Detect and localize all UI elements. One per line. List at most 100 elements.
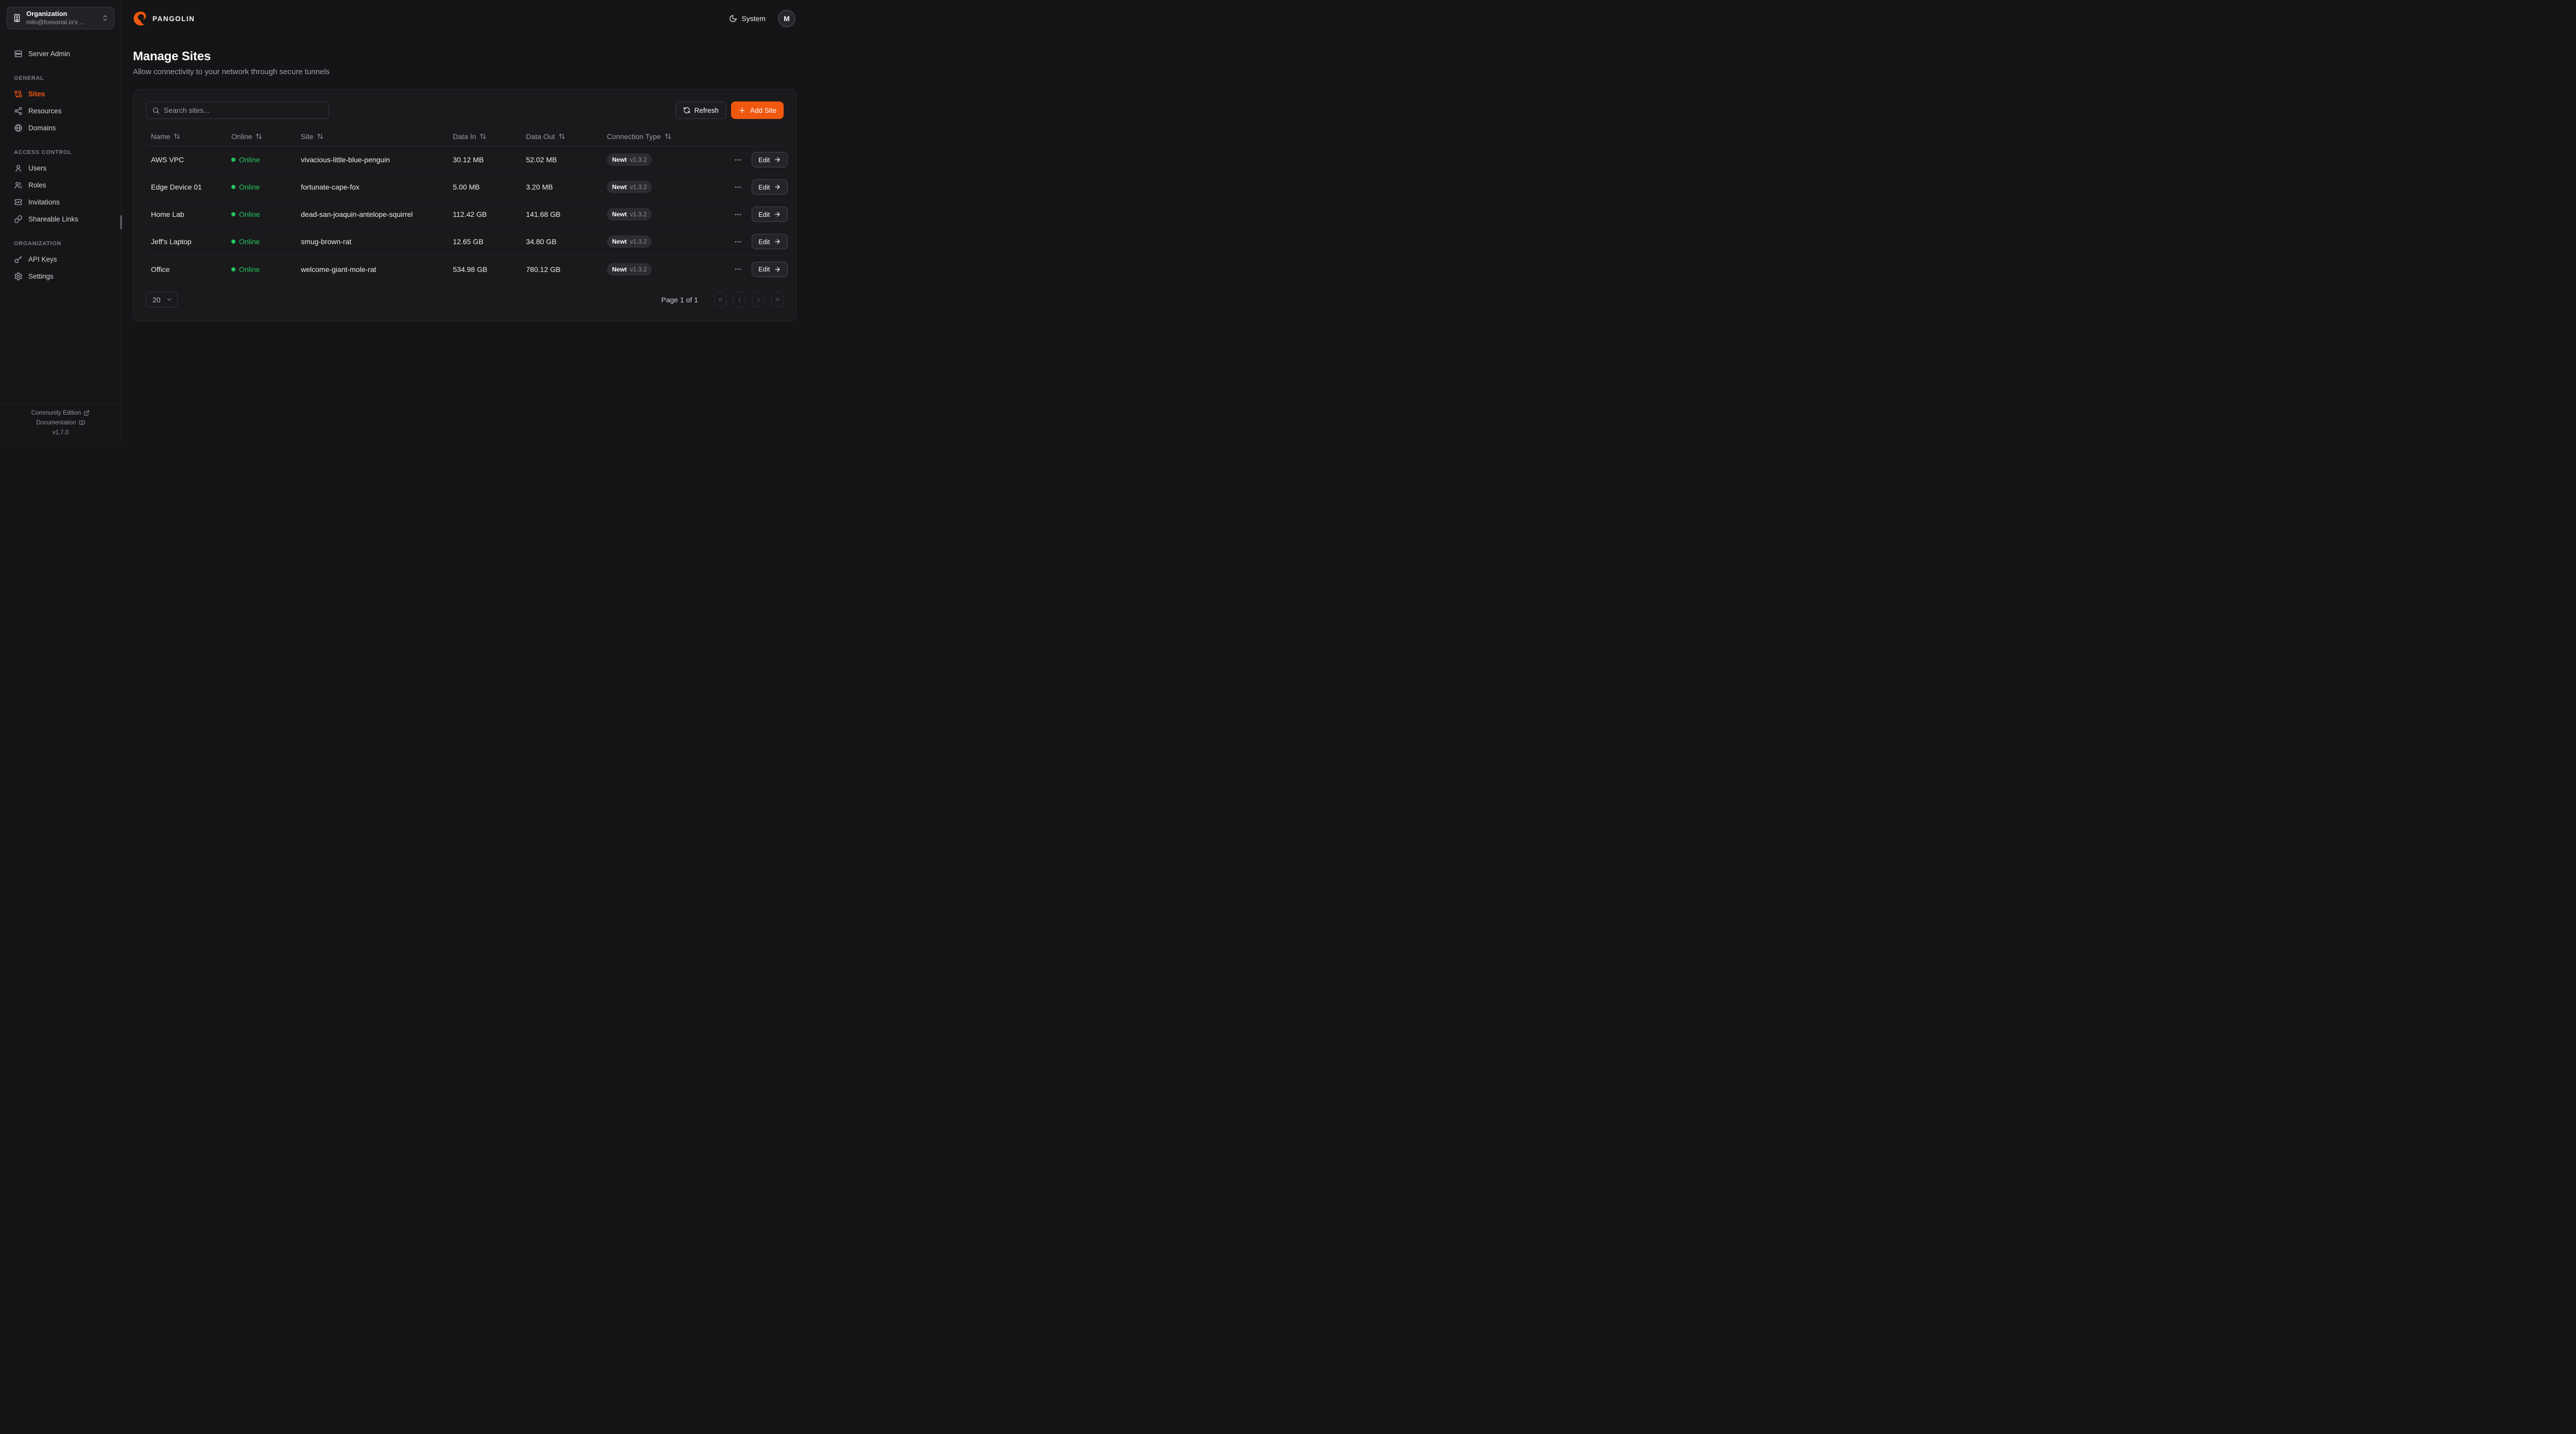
search-input[interactable] [164,106,323,114]
server-icon [14,50,22,57]
sidebar-footer: Community Edition Documentation v1.7.0 [0,404,121,443]
last-page-button[interactable] [771,292,784,308]
documentation-link[interactable]: Documentation [36,420,85,426]
column-header-data-in[interactable]: Data In [448,132,521,141]
sidebar-item-api-keys[interactable]: API Keys [0,251,121,268]
prev-page-button[interactable] [733,292,745,308]
sidebar-section-access-control: ACCESS CONTROL [14,149,72,156]
arrow-right-icon [775,239,781,244]
chevrons-up-down-icon [103,15,107,21]
site-name-cell: Home Lab [151,210,184,218]
sort-icon [559,133,565,139]
data-in-cell: 12.65 GB [453,237,484,246]
column-header-online[interactable]: Online [226,132,296,141]
edit-site-button[interactable]: Edit [752,152,788,167]
row-menu-button[interactable] [732,154,744,166]
ellipsis-icon [735,213,741,215]
column-header-connection-type[interactable]: Connection Type [602,132,727,141]
row-actions-cell: Edit [727,152,789,167]
column-header-site[interactable]: Site [296,132,448,141]
connection-type-cell: Newt v1.3.2 [602,181,727,193]
data-in-cell: 112.42 GB [453,210,487,218]
sidebar-item-label: Resources [28,107,62,115]
ellipsis-icon [735,159,741,161]
data-in-cell: 534.98 GB [453,265,487,274]
row-actions-cell: Edit [727,179,789,195]
theme-toggle-button[interactable]: System [729,14,766,23]
refresh-button[interactable]: Refresh [675,101,726,119]
sort-icon [665,133,671,139]
community-edition-link[interactable]: Community Edition [31,410,90,416]
add-site-button[interactable]: Add Site [731,101,784,119]
sidebar-resize-handle[interactable] [120,215,122,229]
sidebar-item-label: Invitations [28,198,60,206]
refresh-icon [683,107,690,113]
globe-icon [14,124,22,132]
row-menu-button[interactable] [732,236,744,248]
org-switcher-value: milo@fossorial.io's ... [26,18,85,26]
sidebar-item-label: Shareable Links [28,215,78,223]
brand-logo[interactable]: PANGOLIN [133,11,195,26]
users-icon [14,182,22,189]
connection-type-badge: Newt v1.3.2 [607,263,652,276]
plus-icon [739,108,745,113]
theme-label: System [741,14,766,23]
data-out-cell: 3.20 MB [526,183,553,191]
user-avatar[interactable]: M [778,10,795,27]
next-page-button[interactable] [752,292,765,308]
edit-site-button[interactable]: Edit [752,234,788,249]
sidebar-item-server-admin[interactable]: Server Admin [0,45,121,62]
sidebar-item-shareable-links[interactable]: Shareable Links [0,211,121,228]
chevron-down-icon [167,298,172,301]
column-header-name[interactable]: Name [146,132,226,141]
sort-icon [480,133,486,139]
table-row: AWS VPC Online vivacious-little-blue-pengu… [146,146,788,174]
sites-toolbar: Refresh Add Site [146,101,784,119]
connection-type-badge: Newt v1.3.2 [607,235,652,248]
site-tunnel-cell: dead-san-joaquin-antelope-squirrel [301,210,413,218]
sidebar-item-roles[interactable]: Roles [0,177,121,194]
data-in-cell: 5.00 MB [453,183,480,191]
connection-type-badge: Newt v1.3.2 [607,181,652,193]
sidebar-item-label: Sites [28,90,45,98]
sidebar-item-label: Settings [28,272,54,280]
column-header-data-out[interactable]: Data Out [521,132,602,141]
data-out-cell: 34.80 GB [526,237,557,246]
sites-icon [14,90,22,98]
external-link-icon [84,411,90,416]
sidebar-item-domains[interactable]: Domains [0,120,121,136]
site-tunnel-cell: welcome-giant-mole-rat [301,265,377,274]
sidebar-item-sites[interactable]: Sites [0,86,121,103]
org-switcher[interactable]: Organization milo@fossorial.io's ... [7,7,114,29]
site-status-cell: Online [226,210,296,218]
connection-type-badge: Newt v1.3.2 [607,153,652,166]
row-menu-button[interactable] [732,209,744,220]
sort-icon [317,133,324,139]
data-in-cell: 30.12 MB [453,156,484,164]
sidebar-item-settings[interactable]: Settings [0,268,121,285]
row-menu-button[interactable] [732,263,744,275]
row-actions-cell: Edit [727,234,789,249]
site-status-cell: Online [226,237,296,246]
page-subtitle: Allow connectivity to your network throu… [133,67,330,76]
page-size-select[interactable]: 20 [146,292,178,308]
data-out-cell: 52.02 MB [526,156,557,164]
table-row: Office Online welcome-giant-mole-rat 534.98… [146,255,788,283]
sidebar-item-resources[interactable]: Resources [0,103,121,120]
site-tunnel-cell: fortunate-cape-fox [301,183,360,191]
edit-site-button[interactable]: Edit [752,207,788,222]
edit-site-button[interactable]: Edit [752,261,788,277]
ellipsis-icon [735,241,741,243]
row-menu-button[interactable] [732,181,744,193]
ticket-check-icon [14,199,22,206]
arrow-right-icon [775,184,781,190]
sidebar-item-users[interactable]: Users [0,160,121,177]
first-page-button[interactable] [714,292,726,308]
online-status-dot [231,267,235,271]
sidebar-item-invitations[interactable]: Invitations [0,194,121,211]
edit-site-button[interactable]: Edit [752,179,788,195]
sites-table-body: AWS VPC Online vivacious-little-blue-pengu… [146,146,788,283]
pangolin-mascot-icon [133,11,146,26]
online-status-dot [231,212,235,216]
chevrons-left-icon [718,298,722,301]
